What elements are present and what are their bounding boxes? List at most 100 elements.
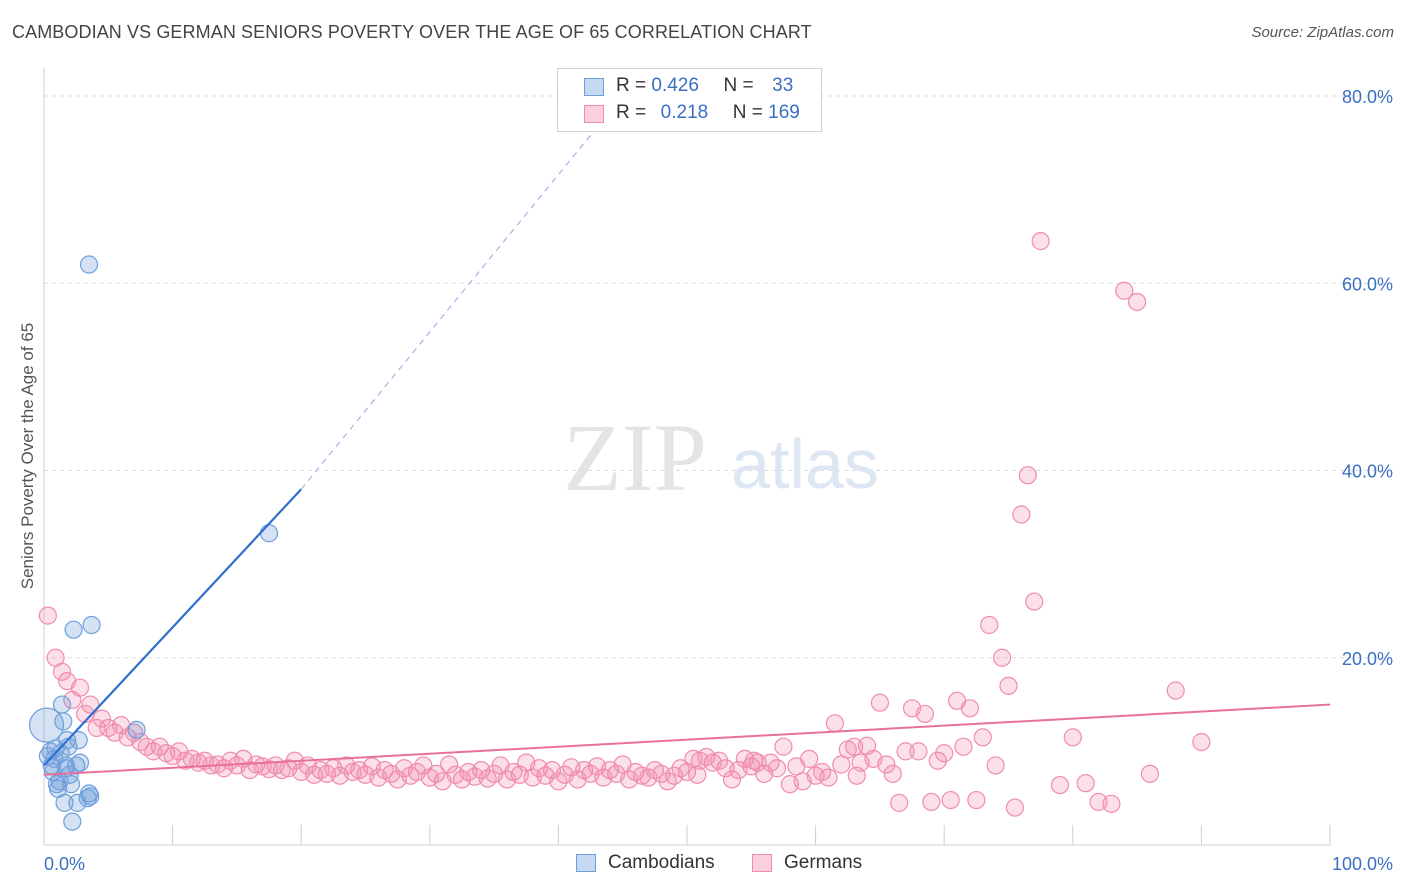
x-tick-label-0: 0.0% — [44, 854, 85, 874]
germans-point — [722, 770, 742, 789]
legend-r-value: 0.218 — [660, 102, 709, 123]
germans-point — [960, 699, 980, 718]
legend-n-label: N = — [732, 102, 763, 123]
germans-point — [1076, 774, 1095, 793]
cambodians-point — [79, 255, 99, 274]
y-tick-label-40: 40.0% — [1342, 462, 1393, 482]
germans-point — [935, 744, 954, 763]
germans-point — [845, 737, 864, 756]
germans-point — [124, 723, 144, 742]
legend-n-value: 33 — [772, 75, 794, 96]
cambodians-point — [70, 753, 90, 772]
germans-trend-line — [43, 703, 1331, 776]
grid-lines — [44, 95, 1390, 659]
legend-r-label: R = — [616, 102, 647, 123]
germans-point — [1018, 466, 1037, 485]
legend-swatch-cambodians — [584, 78, 604, 96]
germans-point — [1192, 732, 1211, 752]
legend-row-germans: R = 0.218 N = 169 — [616, 102, 800, 124]
cambodians-point — [61, 775, 81, 794]
cambodians-point — [81, 787, 100, 806]
germans-point — [980, 615, 999, 635]
legend-swatch-germans — [584, 105, 604, 123]
source-label: Source: ZipAtlas.com — [1251, 24, 1394, 41]
bottom-label-cambodians: Cambodians — [608, 852, 715, 873]
germans-point — [1012, 505, 1031, 524]
germans-point — [1025, 592, 1044, 611]
bottom-label-germans: Germans — [784, 852, 863, 873]
germans-point — [1127, 292, 1147, 312]
germans-point — [1031, 232, 1050, 251]
legend-r-label: R = — [616, 75, 647, 96]
germans-point — [767, 759, 787, 778]
cambodians-point — [64, 620, 83, 639]
germans-point — [973, 728, 992, 747]
y-tick-label-20: 20.0% — [1342, 649, 1393, 669]
tick-labels: 20.0% 40.0% 60.0% 80.0% 0.0% 100.0% — [44, 87, 1393, 874]
germans-point — [710, 751, 729, 770]
germans-point — [439, 755, 459, 774]
germans-point — [847, 766, 866, 785]
cambodians-point — [55, 793, 74, 812]
germans-point — [986, 756, 1005, 775]
germans-point — [549, 772, 568, 791]
germans-point — [1115, 281, 1134, 300]
germans-point — [427, 764, 446, 783]
correlation-legend: R = 0.426 N = 33 R = 0.218 N = 169 — [557, 68, 822, 132]
germans-point — [1050, 775, 1070, 795]
germans-point — [928, 751, 947, 770]
legend-row-cambodians: R = 0.426 N = 33 — [616, 75, 793, 97]
cambodians-trend-extension — [300, 95, 624, 490]
germans-point — [52, 662, 72, 681]
cambodians-point — [54, 712, 73, 731]
germans-point — [1102, 794, 1121, 813]
germans-point — [81, 695, 100, 714]
cambodians-trend-line — [43, 488, 303, 767]
germans-point — [992, 648, 1012, 667]
germans-point — [915, 704, 935, 724]
germans-point — [999, 676, 1018, 695]
cambodians-point — [259, 524, 279, 543]
germans-point — [1166, 681, 1185, 700]
watermark-atlas: atlas — [731, 425, 879, 503]
germans-point — [150, 737, 169, 756]
germans-point — [883, 764, 902, 783]
legend-n-label: N = — [723, 75, 754, 96]
germans-point — [825, 714, 844, 733]
germans-point — [1140, 764, 1160, 783]
trend-lines — [43, 95, 1331, 776]
germans-point — [909, 742, 928, 761]
germans-point — [877, 755, 896, 774]
germans-point — [967, 790, 986, 810]
germans-points — [38, 232, 1211, 817]
germans-point — [941, 790, 960, 810]
axes — [43, 68, 1331, 846]
germans-point — [832, 755, 851, 774]
legend-n-value: 169 — [768, 102, 800, 123]
chart-title: CAMBODIAN VS GERMAN SENIORS POVERTY OVER… — [12, 22, 812, 42]
legend-r-value: 0.426 — [651, 75, 699, 96]
watermark-zip: ZIP — [563, 404, 707, 511]
germans-point — [38, 606, 57, 625]
cambodians-point — [127, 720, 146, 739]
germans-point — [70, 678, 90, 697]
cambodians-point — [56, 756, 75, 775]
germans-point — [870, 693, 890, 712]
cambodians-point — [52, 695, 72, 714]
cambodians-point — [82, 615, 101, 635]
cambodians-point — [63, 812, 82, 831]
cambodians-point — [28, 707, 65, 743]
x-tick-label-100: 100.0% — [1332, 854, 1393, 874]
germans-point — [744, 751, 763, 770]
germans-point — [890, 793, 909, 812]
germans-point — [92, 709, 111, 728]
cambodians-point — [69, 731, 88, 750]
germans-point — [954, 737, 973, 756]
germans-point — [922, 792, 941, 812]
bottom-swatch-germans — [752, 854, 772, 872]
cambodians-points — [28, 255, 279, 831]
y-tick-label-60: 60.0% — [1342, 274, 1393, 294]
germans-point — [1005, 798, 1025, 817]
germans-point — [800, 749, 819, 768]
